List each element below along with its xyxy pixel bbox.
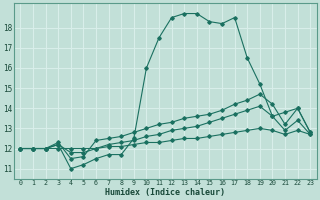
X-axis label: Humidex (Indice chaleur): Humidex (Indice chaleur) [105, 188, 225, 197]
